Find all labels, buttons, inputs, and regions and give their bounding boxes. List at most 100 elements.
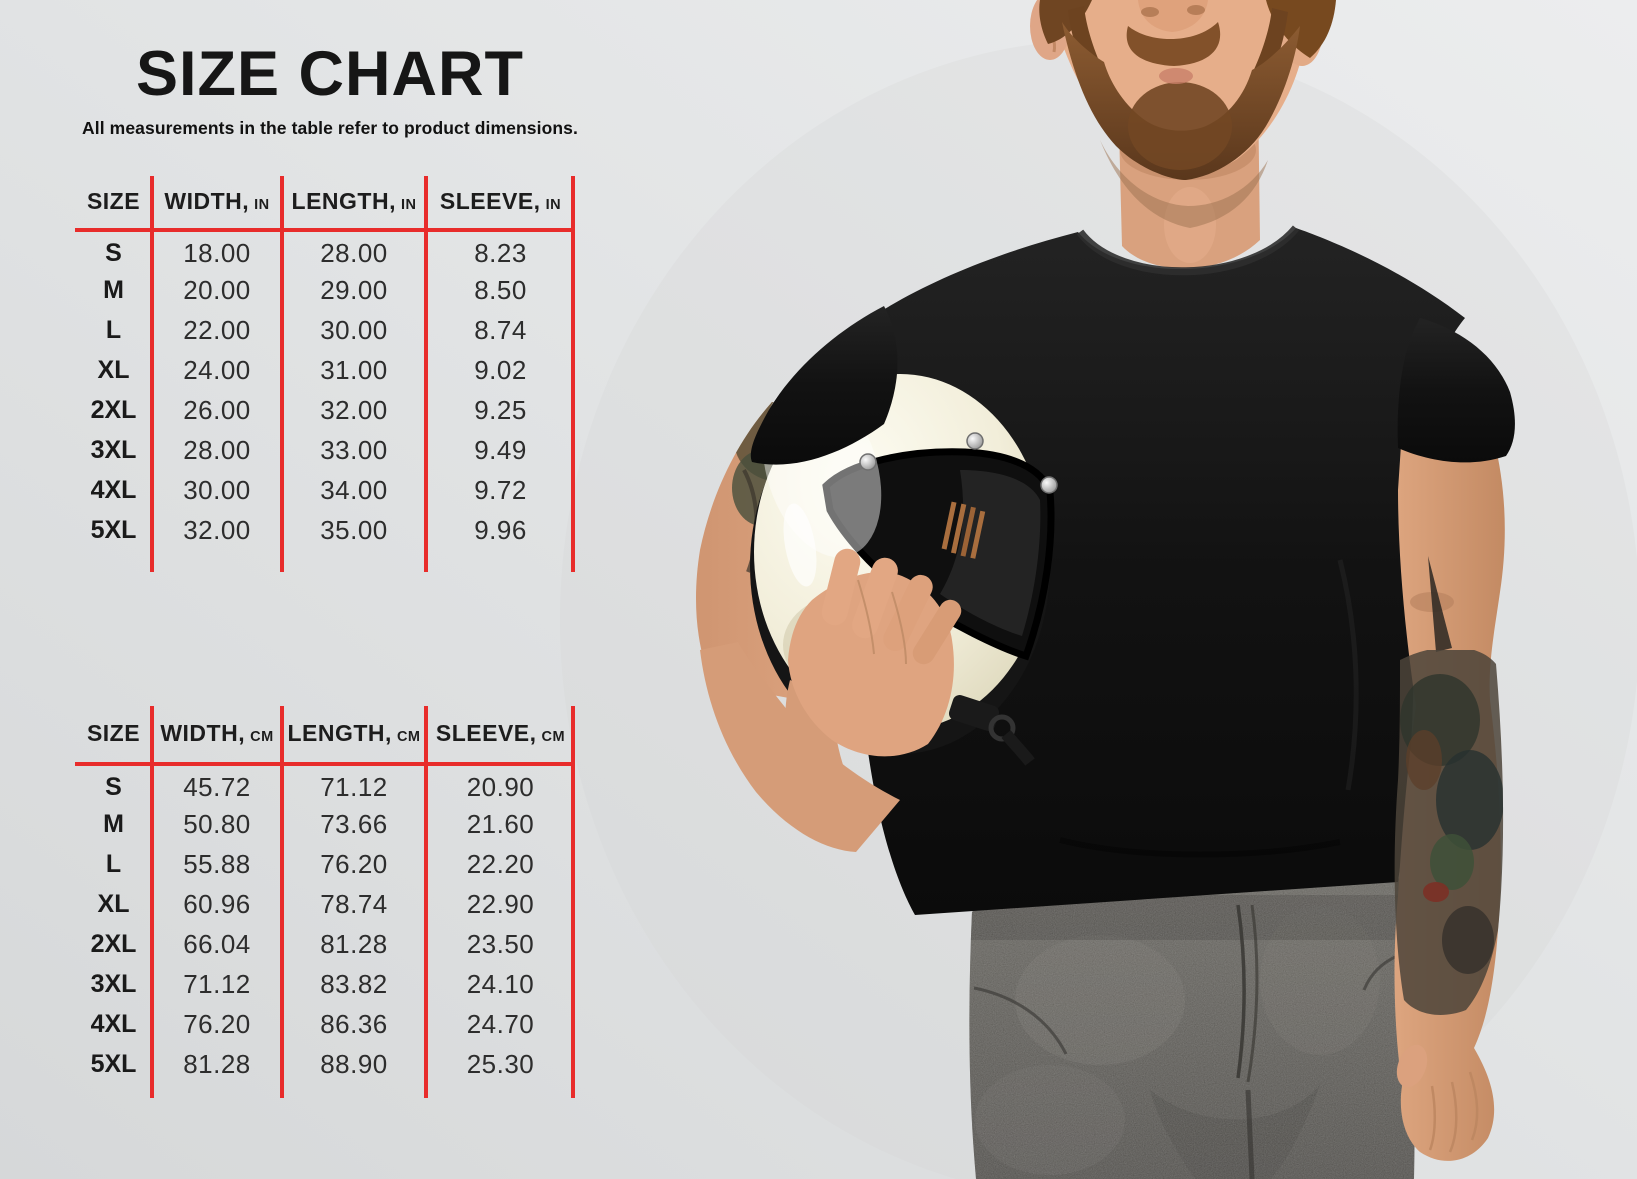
- size-table-body-cm: S 45.72 71.12 20.90 M 50.80 73.66 21.60 L 55.88 76…: [75, 760, 575, 1084]
- value-cell: 73.66: [320, 808, 388, 839]
- size-table-cm: SIZE WIDTH, CM LENGTH, CM SLEEVE, CM S 45.72…: [75, 706, 575, 1098]
- column-header-sleeve: SLEEVE, IN: [439, 187, 562, 214]
- column-header-sleeve: SLEEVE, CM: [435, 719, 566, 746]
- table-row: M 20.00 29.00 8.50: [75, 270, 575, 310]
- value-cell: 33.00: [320, 434, 388, 465]
- jeans-pocket-seam: [973, 986, 1068, 1055]
- value-cell: 30.00: [183, 474, 251, 505]
- helmet-rivet: [1040, 476, 1058, 494]
- beard: [1062, 22, 1300, 180]
- value-cell: 24.00: [183, 354, 251, 385]
- value-cell: 30.00: [320, 314, 388, 345]
- left-hand: [785, 548, 962, 812]
- table-row: S 18.00 28.00 8.23: [75, 226, 575, 270]
- value-cell: 23.50: [466, 928, 535, 959]
- value-cell: 8.74: [474, 314, 527, 345]
- value-cell: 83.82: [320, 968, 388, 999]
- table-row: 3XL 28.00 33.00 9.49: [75, 430, 575, 470]
- table-rule-vertical: [424, 706, 428, 1098]
- value-cell: 88.90: [320, 1048, 388, 1079]
- size-cell: 5XL: [90, 515, 137, 544]
- table-header-row: SIZE WIDTH, IN LENGTH, IN SLEEVE, IN: [75, 176, 575, 226]
- value-cell: 9.49: [474, 434, 527, 465]
- value-cell: 8.23: [474, 238, 527, 268]
- value-cell: 86.36: [320, 1008, 388, 1039]
- table-row: 3XL 71.12 83.82 24.10: [75, 964, 575, 1004]
- value-cell: 9.96: [474, 514, 527, 545]
- value-cell: 32.00: [183, 514, 251, 545]
- table-row: 5XL 32.00 35.00 9.96: [75, 510, 575, 550]
- table-rule-horizontal: [75, 228, 575, 232]
- size-cell: 4XL: [90, 475, 137, 504]
- helmet-rivet: [966, 432, 984, 450]
- value-cell: 45.72: [183, 772, 251, 802]
- value-cell: 21.60: [466, 808, 535, 839]
- table-rule-vertical: [150, 706, 154, 1098]
- head: [1030, 0, 1336, 269]
- value-cell: 66.04: [183, 928, 251, 959]
- left-sleeve: [750, 306, 898, 465]
- value-cell: 24.10: [466, 968, 535, 999]
- value-cell: 28.00: [320, 238, 388, 268]
- column-header-length: LENGTH, IN: [291, 187, 417, 214]
- table-row: 4XL 76.20 86.36 24.70: [75, 1004, 575, 1044]
- table-row: L 22.00 30.00 8.74: [75, 310, 575, 350]
- size-cell: XL: [97, 889, 130, 918]
- page-subtitle: All measurements in the table refer to p…: [82, 118, 578, 138]
- value-cell: 35.00: [320, 514, 388, 545]
- value-cell: 22.00: [183, 314, 251, 345]
- finger: [912, 599, 962, 665]
- table-rule-vertical: [280, 176, 284, 572]
- value-cell: 76.20: [320, 848, 388, 879]
- column-header-width: WIDTH, CM: [160, 719, 274, 746]
- value-cell: 71.12: [183, 968, 251, 999]
- size-cell: 3XL: [90, 969, 137, 998]
- size-cell: M: [103, 809, 124, 838]
- table-row: 4XL 30.00 34.00 9.72: [75, 470, 575, 510]
- value-cell: 29.00: [320, 274, 388, 305]
- helmet-rivet: [859, 453, 877, 471]
- value-cell: 60.96: [183, 888, 251, 919]
- finger: [883, 574, 933, 652]
- table-row: XL 24.00 31.00 9.02: [75, 350, 575, 390]
- table-row: L 55.88 76.20 22.20: [75, 844, 575, 884]
- value-cell: 9.25: [474, 394, 527, 425]
- value-cell: 20.90: [466, 772, 535, 802]
- column-header-width: WIDTH, IN: [164, 187, 270, 214]
- finger: [852, 557, 898, 639]
- helmet-pad-ribs: [941, 501, 986, 559]
- value-cell: 81.28: [320, 928, 388, 959]
- value-cell: 26.00: [183, 394, 251, 425]
- table-row: S 45.72 71.12 20.90: [75, 760, 575, 804]
- value-cell: 81.28: [183, 1048, 251, 1079]
- value-cell: 8.50: [474, 274, 527, 305]
- value-cell: 28.00: [183, 434, 251, 465]
- dagger-tattoo: [1428, 556, 1452, 652]
- size-cell: L: [105, 315, 122, 344]
- table-row: 2XL 26.00 32.00 9.25: [75, 390, 575, 430]
- value-cell: 18.00: [183, 238, 251, 268]
- table-row: 5XL 81.28 88.90 25.30: [75, 1044, 575, 1084]
- size-table-inches: SIZE WIDTH, IN LENGTH, IN SLEEVE, IN S 18.00…: [75, 176, 575, 572]
- table-row: M 50.80 73.66 21.60: [75, 804, 575, 844]
- right-arm: [1394, 424, 1505, 1161]
- collar: [1076, 225, 1300, 276]
- value-cell: 55.88: [183, 848, 251, 879]
- table-rule-vertical: [571, 176, 575, 572]
- column-header-length: LENGTH, CM: [287, 719, 421, 746]
- size-cell: 5XL: [90, 1049, 137, 1078]
- lip: [1159, 68, 1193, 84]
- right-sleeve: [1397, 318, 1515, 463]
- size-cell: 4XL: [90, 1009, 137, 1038]
- table-rule-vertical: [424, 176, 428, 572]
- size-cell: 3XL: [90, 435, 137, 464]
- table-row: XL 60.96 78.74 22.90: [75, 884, 575, 924]
- value-cell: 71.12: [320, 772, 388, 802]
- thumb: [1396, 1044, 1428, 1088]
- value-cell: 25.30: [466, 1048, 535, 1079]
- table-rule-vertical: [150, 176, 154, 572]
- finger: [821, 548, 861, 626]
- jeans: [969, 865, 1415, 1179]
- value-cell: 32.00: [320, 394, 388, 425]
